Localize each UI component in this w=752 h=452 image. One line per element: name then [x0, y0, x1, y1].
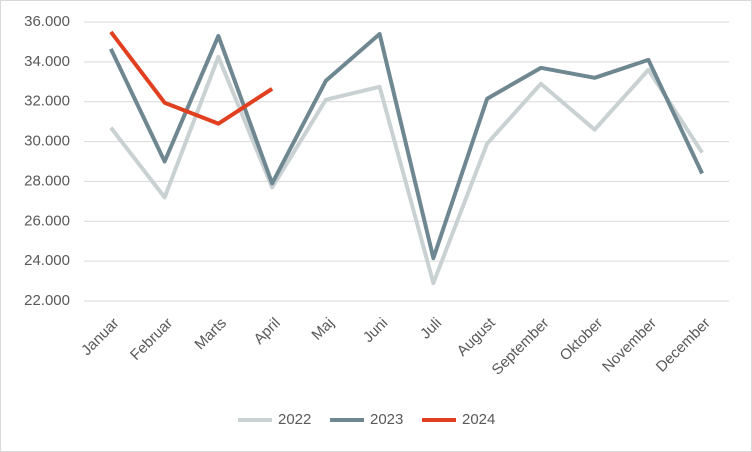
series-line	[109, 30, 274, 126]
legend-label: 2023	[370, 411, 403, 428]
y-tick-label: 24.000	[24, 252, 70, 269]
y-tick-label: 30.000	[24, 133, 70, 150]
series-line	[109, 31, 704, 261]
y-tick-label: 36.000	[24, 13, 70, 30]
legend-label: 2024	[462, 411, 495, 428]
series-line	[109, 54, 704, 286]
y-tick-label: 28.000	[24, 172, 70, 189]
y-tick-label: 26.000	[24, 212, 70, 229]
y-tick-label: 34.000	[24, 53, 70, 70]
y-tick-label: 32.000	[24, 93, 70, 110]
y-tick-label: 22.000	[24, 292, 70, 309]
legend-label: 2022	[278, 411, 311, 428]
